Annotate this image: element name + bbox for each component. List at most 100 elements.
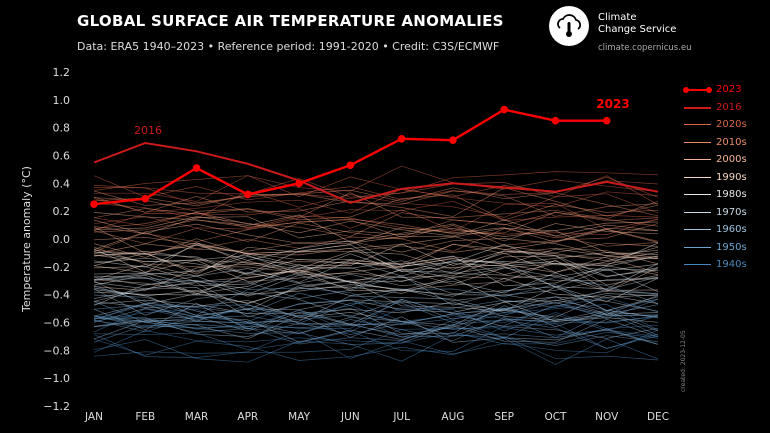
data-point-2023 — [244, 190, 252, 199]
decade-year-line — [93, 260, 659, 288]
creation-date-note: created: 2023-12-05 — [680, 330, 687, 392]
x-tick-label: MAY — [288, 411, 310, 423]
y-tick-label: 1.0 — [53, 94, 71, 107]
data-point-2023 — [449, 136, 457, 144]
y-axis-label: Temperature anomaly (°C) — [20, 166, 33, 313]
decade-year-line — [93, 278, 659, 298]
series-line-2016 — [93, 141, 659, 204]
x-tick-label: NOV — [595, 411, 619, 423]
y-axis: 1.2 1.0 0.8 0.6 0.4 0.2 0.0 −0.2 −0.4 −0.6 −0.8 −1.… — [43, 66, 70, 413]
legend-swatch — [684, 264, 711, 265]
y-tick-label: 1.2 — [53, 66, 71, 79]
decade-year-line — [93, 192, 659, 220]
legend-swatch — [684, 211, 711, 213]
y-tick-label: −1.2 — [43, 400, 70, 413]
legend-swatch — [684, 106, 711, 109]
decade-year-line — [93, 208, 659, 235]
decade-year-line — [93, 319, 659, 349]
data-point-2023 — [141, 194, 150, 203]
legend-swatch — [684, 141, 711, 143]
y-tick-label: −0.8 — [43, 344, 70, 357]
legend-label: 2023 — [716, 84, 742, 95]
x-axis: JAN FEB MAR APR MAY JUN JUL AUG SEP OCT NOV DEC — [84, 411, 669, 423]
decade-year-line — [93, 219, 659, 247]
decade-year-line — [93, 336, 659, 361]
data-point-2023 — [295, 179, 303, 188]
decade-year-line — [93, 272, 659, 295]
decade-year-line — [93, 216, 659, 237]
legend-label: 1980s — [716, 189, 747, 200]
logo-text: Climate Change Service — [598, 12, 676, 36]
legend-swatch — [684, 124, 711, 125]
decade-year-line — [93, 216, 659, 239]
legend-swatch — [684, 229, 711, 230]
legend-swatch — [684, 159, 711, 160]
x-tick-label: FEB — [135, 411, 155, 423]
highlight-lines-group — [90, 105, 659, 209]
decade-year-line — [93, 190, 659, 219]
decade-lines-group — [93, 165, 659, 365]
decade-year-line — [93, 275, 659, 306]
decade-year-line — [93, 256, 659, 281]
decade-year-line — [93, 330, 659, 353]
logo-line1: Climate — [598, 12, 637, 23]
decade-year-line — [93, 288, 659, 318]
decade-year-line — [93, 314, 659, 340]
y-tick-label: 0.0 — [53, 233, 71, 246]
decade-year-line — [93, 314, 659, 339]
decade-year-line — [93, 190, 659, 217]
decade-year-line — [93, 284, 659, 314]
x-tick-label: APR — [237, 411, 258, 423]
x-tick-label: MAR — [185, 411, 209, 423]
decade-year-line — [93, 187, 659, 217]
decade-year-line — [93, 255, 659, 286]
decade-year-line — [93, 316, 659, 343]
legend-label: 1950s — [716, 241, 747, 253]
decade-year-line — [93, 297, 659, 324]
legend-label: 2016 — [716, 101, 742, 113]
decade-year-line — [93, 263, 659, 294]
thermometer-cloud-icon — [557, 14, 581, 37]
decade-year-line — [93, 277, 659, 305]
decade-year-line — [93, 334, 659, 365]
y-tick-label: −0.6 — [43, 317, 70, 330]
data-point-2023 — [397, 135, 406, 143]
annotation-2016: 2016 — [134, 124, 162, 137]
decade-year-line — [93, 202, 659, 232]
data-point-2023 — [602, 116, 611, 125]
x-tick-label: DEC — [647, 411, 669, 423]
copernicus-logo-icon — [549, 6, 589, 46]
y-tick-label: 0.2 — [53, 205, 71, 218]
legend-label: 1960s — [716, 224, 747, 235]
logo-url: climate.copernicus.eu — [598, 43, 692, 53]
annotation-2023: 2023 — [596, 97, 629, 111]
decade-year-line — [93, 308, 659, 336]
legend-label: 1940s — [716, 259, 747, 270]
annotations-group: 2016 2023 — [134, 97, 630, 137]
y-tick-label: −0.2 — [43, 261, 70, 274]
decade-year-line — [93, 200, 659, 230]
chart-subtitle: Data: ERA5 1940–2023 • Reference period:… — [77, 40, 500, 53]
decade-year-line — [93, 242, 659, 274]
data-point-2023 — [90, 200, 98, 209]
legend-label: 2000s — [716, 154, 747, 165]
x-tick-label: OCT — [544, 411, 567, 423]
x-tick-label: AUG — [441, 411, 464, 423]
decade-year-line — [93, 281, 659, 312]
y-tick-label: −1.0 — [43, 372, 70, 385]
x-tick-label: JUL — [392, 411, 410, 423]
legend-label: 1970s — [716, 206, 747, 218]
decade-year-line — [93, 194, 659, 221]
decade-year-line — [93, 304, 659, 333]
data-point-2023 — [551, 116, 560, 125]
decade-year-line — [93, 323, 659, 352]
data-point-2023 — [192, 164, 201, 172]
decade-year-line — [93, 223, 659, 251]
legend-swatch — [684, 194, 711, 195]
decade-year-line — [93, 294, 659, 323]
logo-line2: Change Service — [598, 24, 677, 35]
decade-year-line — [93, 307, 659, 332]
decade-year-line — [93, 289, 659, 318]
decade-year-line — [93, 226, 659, 254]
decade-year-line — [93, 250, 659, 277]
